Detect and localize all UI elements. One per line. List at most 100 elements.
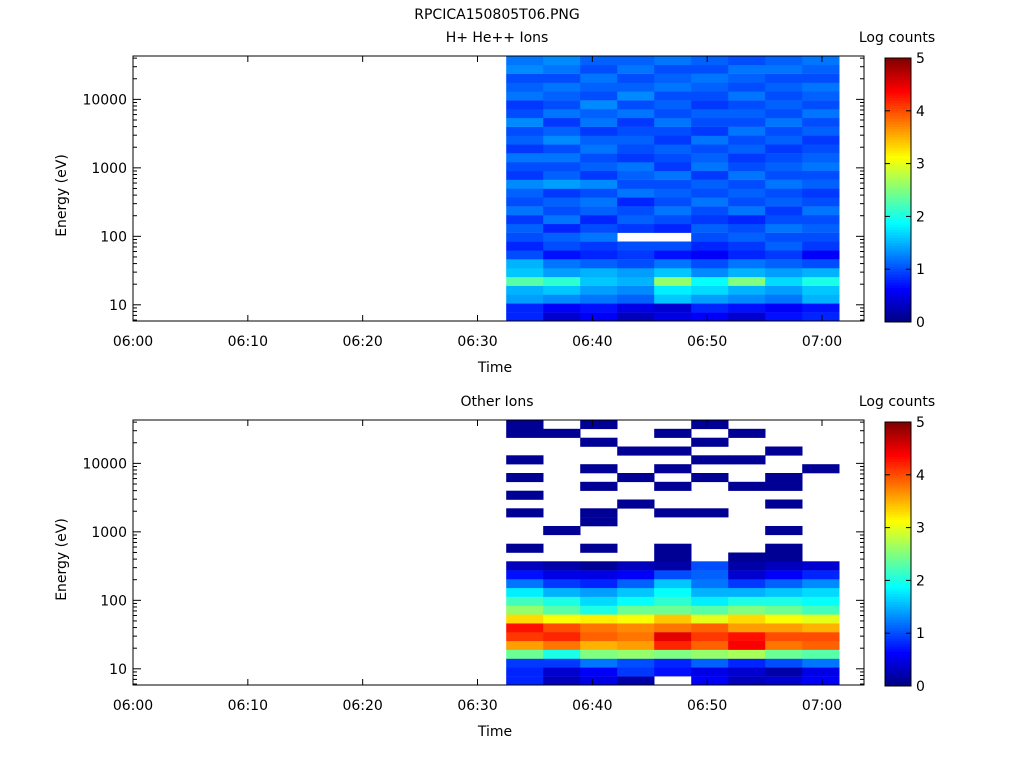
heatmap-cell [580,667,618,677]
heatmap-cell [506,312,544,322]
heatmap-cell [506,596,544,606]
heatmap-cell [728,587,766,597]
colorbar-segment [885,134,911,138]
colorbar-segment [885,654,911,658]
heatmap-cell [691,676,729,686]
colorbar-tick-label: 3 [916,521,925,537]
heatmap-cell [728,197,766,207]
y-tick-label: 100 [100,229,127,245]
heatmap-cell [654,126,692,136]
heatmap-cell [617,100,655,110]
colorbar-segment [885,306,911,310]
heatmap-cell [802,232,840,242]
heatmap-cell [543,579,581,589]
heatmap-cell [765,144,803,154]
heatmap-cell [543,268,581,278]
colorbar-segment [885,670,911,674]
heatmap-cell [802,587,840,597]
x-tick-label: 06:40 [572,698,612,714]
colorbar-segment [885,482,911,486]
colorbar-segment [885,474,911,478]
heatmap-cell [728,56,766,66]
panel-2: 06:00 06:10 06:20 06:30 06:40 06:50 07:00 Time 1… [54,394,935,740]
colorbar-segment [885,65,911,69]
colorbar-segment [885,683,911,687]
heatmap-cell [617,197,655,207]
colorbar-segment [885,672,911,676]
heatmap-cell [654,276,692,286]
heatmap-cell [580,464,618,474]
colorbar-segment [885,256,911,260]
heatmap-cell [765,170,803,180]
heatmap-cell [617,162,655,172]
heatmap-cell [654,312,692,322]
heatmap-cell [654,144,692,154]
heatmap-cell [728,162,766,172]
heatmap-cell [654,215,692,225]
colorbar-segment [885,179,911,183]
heatmap-cell [654,179,692,189]
heatmap-cell [691,144,729,154]
heatmap-cell [543,126,581,136]
heatmap-cell [617,303,655,313]
heatmap-cell [654,428,692,438]
heatmap-cell [506,473,544,483]
heatmap-cell [580,276,618,286]
colorbar-segment [885,561,911,565]
colorbar-segment [885,126,911,130]
x-tick-label: 06:10 [228,698,268,714]
heatmap-cell [802,100,840,110]
heatmap-cell [765,153,803,163]
colorbar-segment [885,577,911,581]
colorbar-segment [885,590,911,594]
colorbar-segment [885,664,911,668]
heatmap-cell [765,188,803,198]
heatmap-cell [506,632,544,642]
colorbar-segment [885,287,911,291]
heatmap-cell [802,276,840,286]
colorbar-segment [885,593,911,597]
colorbar-segment [885,554,911,558]
heatmap-cell [728,223,766,233]
heatmap-cell [654,552,692,562]
heatmap-cell [506,73,544,83]
colorbar-segment [885,102,911,106]
heatmap-cell [654,446,692,456]
colorbar-segment [885,437,911,441]
heatmap-cell [580,241,618,251]
colorbar-segment [885,279,911,283]
heatmap-cell [543,640,581,650]
heatmap-cell [802,117,840,127]
colorbar-segment [885,232,911,236]
heatmap-cell [506,135,544,145]
heatmap-cell [802,667,840,677]
colorbar-segment [885,567,911,571]
colorbar-segment [885,527,911,531]
colorbar-segment [885,300,911,304]
heatmap-cell [543,570,581,580]
heatmap-cell [802,561,840,571]
heatmap-cell [691,303,729,313]
colorbar-frame [884,421,912,687]
heatmap-cell [802,464,840,474]
colorbar-segment [885,271,911,275]
heatmap-cell [580,135,618,145]
colorbar-segment [885,258,911,262]
heatmap-cell [654,64,692,74]
heatmap-cell [691,64,729,74]
colorbar-segment [885,269,911,273]
heatmap-cell [543,223,581,233]
colorbar-segment [885,68,911,72]
heatmap-cell [506,56,544,66]
heatmap-cell [506,623,544,633]
heatmap-cell [691,241,729,251]
heatmap-cell [765,481,803,491]
heatmap-cell [506,144,544,154]
heatmap-cell [765,543,803,553]
colorbar-segment [885,129,911,133]
colorbar-tick-label: 3 [916,157,925,173]
heatmap-cell [728,144,766,154]
heatmap-cell [580,100,618,110]
heatmap-cell [728,100,766,110]
heatmap-cell [691,632,729,642]
